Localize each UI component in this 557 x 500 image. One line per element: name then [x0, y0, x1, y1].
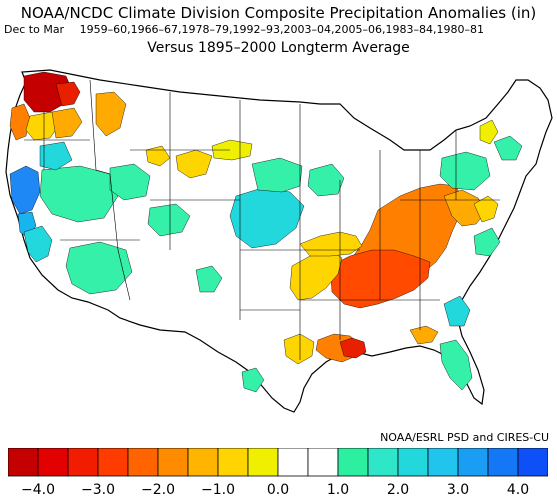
legend-swatch [427, 448, 459, 477]
legend-swatch [217, 448, 249, 477]
us-climate-division-map [5, 69, 553, 413]
legend-swatch [397, 448, 429, 477]
legend-swatch [277, 448, 309, 477]
map-title: NOAA/NCDC Climate Division Composite Pre… [20, 4, 537, 22]
region-dry-yellowgreen-north-plains [211, 139, 253, 161]
data-credit: NOAA/ESRL PSD and CIRES-CU [380, 431, 549, 444]
legend-tick-label: 0.0 [266, 482, 290, 498]
legend-swatch [367, 448, 399, 477]
legend-swatch [67, 448, 99, 477]
legend-tick-label: −2.0 [141, 482, 175, 498]
region-dry-red-washington-east [55, 81, 81, 107]
season-label: Dec to Mar [4, 23, 65, 36]
region-wet-mint-new-england [493, 135, 523, 161]
region-wet-mint-great-basin [39, 165, 119, 223]
region-wet-mint-new-mexico [195, 265, 223, 293]
region-wet-mint-florida [439, 339, 473, 391]
region-wet-mint-southwest [65, 241, 133, 295]
region-wet-aqua-oregon-east [39, 141, 73, 171]
legend-tick-label: −3.0 [81, 482, 115, 498]
region-wet-blue-california-north [9, 165, 41, 215]
subtitle: Dec to Mar 1959–60,1966–67,1978–79,1992–… [4, 23, 484, 36]
legend-tick-label: 3.0 [446, 482, 470, 498]
region-wet-mint-colorado [147, 203, 191, 237]
legend-swatch [337, 448, 369, 477]
legend-swatch [457, 448, 489, 477]
region-dry-red-louisiana [339, 337, 367, 359]
legend-swatch [8, 448, 39, 477]
region-dry-light-orange-idaho [95, 91, 127, 137]
legend-swatch [517, 448, 548, 477]
legend-swatch [97, 448, 129, 477]
legend-swatch [37, 448, 69, 477]
baseline-label: Versus 1895–2000 Longterm Average [147, 40, 410, 56]
legend-swatch [247, 448, 279, 477]
region-wet-aqua-southeast-coast [443, 295, 471, 327]
state-boundaries [24, 79, 500, 360]
region-wet-mint-rockies [109, 163, 151, 201]
region-wet-mint-midwest [251, 157, 303, 193]
legend-tick-label: 4.0 [506, 482, 530, 498]
region-wet-mint-texas-south [241, 367, 265, 393]
legend-tick-label: 2.0 [386, 482, 410, 498]
legend-tick-label: −4.0 [21, 482, 55, 498]
legend-swatch [307, 448, 339, 477]
legend-tick-label: −1.0 [201, 482, 235, 498]
region-wet-mint-great-lakes [307, 163, 345, 197]
legend-swatch [127, 448, 159, 477]
legend-swatch [157, 448, 189, 477]
region-dry-yellow-virginia [473, 195, 499, 223]
region-wet-mint-carolinas [473, 227, 501, 257]
color-legend [8, 448, 548, 477]
composite-years: 1959–60,1966–67,1978–79,1992–93,2003–04,… [79, 23, 484, 36]
legend-tick-label: 1.0 [326, 482, 350, 498]
region-dry-yellow-montana [145, 145, 171, 167]
region-dry-orange-oregon-coast [9, 103, 31, 141]
region-dry-yellowgreen-maine [479, 119, 499, 145]
legend-swatch [187, 448, 219, 477]
region-dry-light-orange-florida-panhandle [409, 325, 439, 345]
region-dry-light-orange-oregon [51, 107, 83, 139]
legend-swatch [487, 448, 519, 477]
region-wet-mint-northeast [439, 151, 491, 191]
region-wet-aqua-california-central [23, 225, 53, 263]
